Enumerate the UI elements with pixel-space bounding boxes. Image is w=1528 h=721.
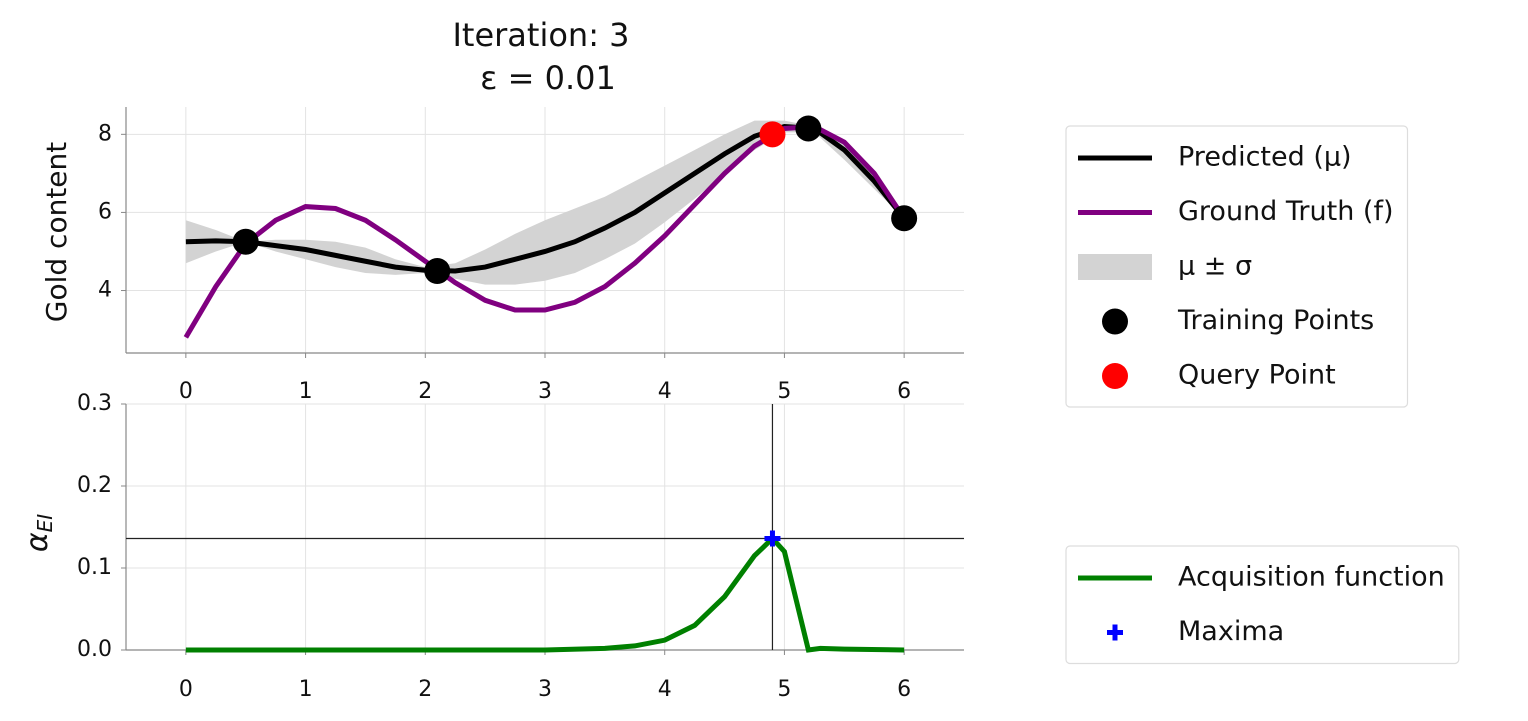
x-tick-label: 0 bbox=[179, 677, 193, 702]
legend-handle bbox=[1102, 308, 1128, 335]
legend-label: Ground Truth (f) bbox=[1178, 196, 1394, 227]
y-tick-label: 0.3 bbox=[77, 391, 112, 416]
x-tick-label: 5 bbox=[777, 677, 791, 702]
y-axis-label: Gold content bbox=[40, 142, 73, 323]
legend-label: Predicted (μ) bbox=[1178, 142, 1352, 173]
y-axis-label-symbol: α bbox=[20, 532, 55, 552]
x-tick-label: 4 bbox=[658, 379, 672, 404]
line bbox=[183, 123, 907, 339]
legend-box bbox=[1065, 125, 1409, 408]
legend-label: Query Point bbox=[1178, 360, 1336, 391]
point bbox=[891, 205, 918, 232]
chart-subtitle: ε = 0.01 bbox=[480, 59, 616, 97]
x-tick-label: 6 bbox=[897, 379, 911, 404]
x-tick-label: 5 bbox=[777, 379, 791, 404]
chart-title: Iteration: 3 bbox=[452, 16, 629, 54]
y-tick-label: 0.1 bbox=[77, 555, 112, 580]
band bbox=[185, 120, 905, 285]
legend-label: μ ± σ bbox=[1178, 251, 1252, 282]
legend-label: Maxima bbox=[1178, 616, 1284, 647]
legend: Acquisition function Maxima bbox=[1065, 545, 1460, 665]
point bbox=[232, 228, 259, 255]
legend-label: Training Points bbox=[1177, 305, 1374, 336]
y-tick-label: 4 bbox=[98, 278, 112, 303]
x-tick-label: 3 bbox=[538, 379, 552, 404]
y-tick-label: 0.2 bbox=[77, 473, 112, 498]
y-tick-label: 0.0 bbox=[77, 637, 112, 662]
y-axis-label-subscript: EI bbox=[33, 514, 57, 533]
point bbox=[759, 121, 786, 148]
legend-handle bbox=[1107, 624, 1123, 641]
x-tick-label: 2 bbox=[418, 677, 432, 702]
line bbox=[185, 534, 905, 653]
x-tick-label: 3 bbox=[538, 677, 552, 702]
x-tick-label: 2 bbox=[418, 379, 432, 404]
plot-area: 0 1 2 3 4 5 6 4 6 8 bbox=[98, 107, 964, 404]
y-tick-label: 8 bbox=[98, 121, 112, 146]
point bbox=[795, 115, 822, 142]
x-tick-label: 0 bbox=[179, 379, 193, 404]
legend-handle bbox=[1102, 363, 1128, 389]
y-tick-label: 6 bbox=[98, 199, 112, 224]
x-tick-label: 1 bbox=[299, 379, 313, 404]
x-tick-label: 6 bbox=[897, 677, 911, 702]
legend-handle bbox=[1078, 254, 1152, 280]
y-axis-label: αEI bbox=[20, 514, 57, 552]
marker-plus bbox=[764, 530, 781, 547]
point bbox=[424, 258, 451, 284]
x-tick-label: 4 bbox=[658, 677, 672, 702]
plot-area: 0 1 2 3 4 5 6 0.0 0.1 0.2 0.3 bbox=[77, 391, 964, 702]
x-tick-label: 1 bbox=[299, 677, 313, 702]
legend: Predicted (μ) Ground Truth (f) μ ± σ Traini… bbox=[1065, 125, 1409, 408]
legend-box bbox=[1065, 545, 1460, 665]
legend-label: Acquisition function bbox=[1178, 562, 1445, 593]
